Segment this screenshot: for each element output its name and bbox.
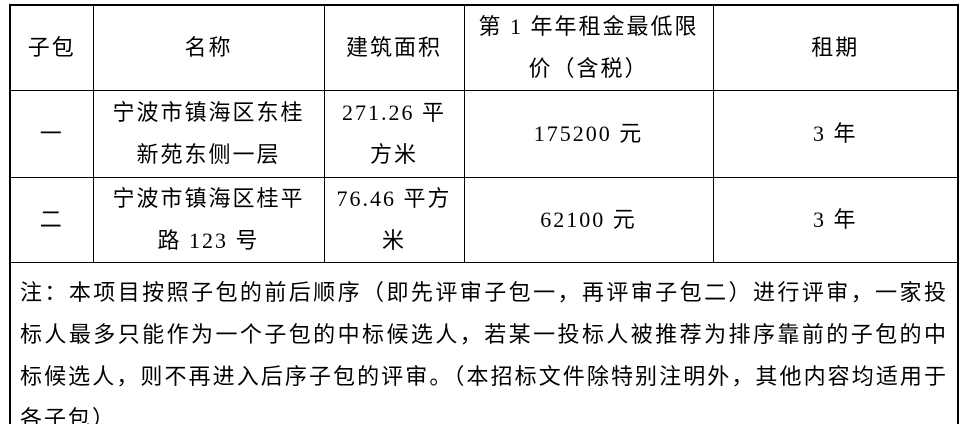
cell-lease-term: 3 年 <box>712 90 959 178</box>
header-building-area: 建筑面积 <box>323 4 465 91</box>
cell-sub-package: 一 <box>9 90 94 178</box>
header-min-annual-rent: 第 1 年年租金最低限 价（含税） <box>463 4 714 91</box>
cell-building-area: 76.46 平方 米 <box>323 177 465 263</box>
cell-name: 宁波市镇海区东桂 新苑东侧一层 <box>92 90 325 178</box>
note-row: 注：本项目按照子包的前后顺序（即先评审子包一，再评审子包二）进行评审，一家投标人… <box>9 262 959 424</box>
header-row: 子包 名称 建筑面积 第 1 年年租金最低限 价（含税） 租期 <box>9 4 959 91</box>
table-note: 注：本项目按照子包的前后顺序（即先评审子包一，再评审子包二）进行评审，一家投标人… <box>9 262 959 424</box>
table-row: 二 宁波市镇海区桂平 路 123 号 76.46 平方 米 62100 元 3 … <box>9 177 959 263</box>
lease-packages-table: 子包 名称 建筑面积 第 1 年年租金最低限 价（含税） 租期 一 宁波市镇海区… <box>9 4 959 424</box>
header-lease-term: 租期 <box>712 4 959 91</box>
cell-min-annual-rent: 62100 元 <box>463 177 714 263</box>
cell-sub-package: 二 <box>9 177 94 263</box>
header-sub-package: 子包 <box>9 4 94 91</box>
cell-name: 宁波市镇海区桂平 路 123 号 <box>92 177 325 263</box>
table-row: 一 宁波市镇海区东桂 新苑东侧一层 271.26 平 方米 175200 元 3… <box>9 90 959 178</box>
cell-building-area: 271.26 平 方米 <box>323 90 465 178</box>
cell-lease-term: 3 年 <box>712 177 959 263</box>
header-name: 名称 <box>92 4 325 91</box>
cell-min-annual-rent: 175200 元 <box>463 90 714 178</box>
